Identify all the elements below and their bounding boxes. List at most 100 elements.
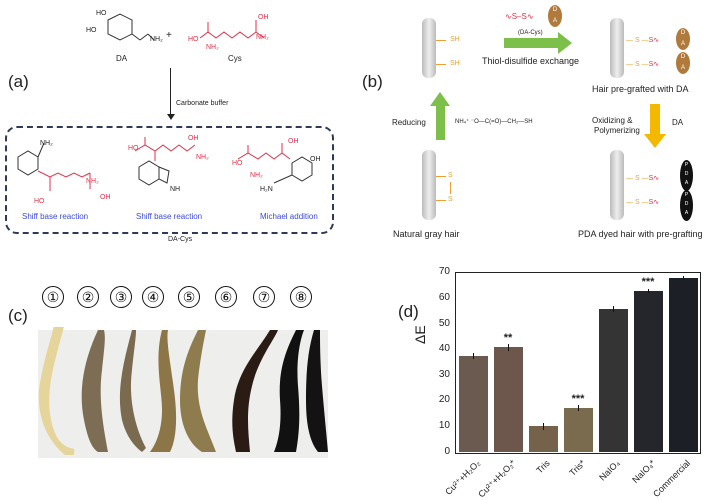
da-structure xyxy=(107,13,155,41)
da-cys-label: DA-Cys xyxy=(168,236,193,243)
bar-naio4 xyxy=(599,309,628,452)
sample-number-7: ⑦ xyxy=(253,286,275,308)
error-bar xyxy=(473,353,474,359)
oxidize-reagent: DA xyxy=(672,118,684,127)
significance-marker: ** xyxy=(503,332,513,344)
reagent-label: (DA-Cys) xyxy=(518,30,543,36)
p3-h2n: H₂N xyxy=(260,186,273,193)
products-box xyxy=(5,126,334,234)
sh-group-2: SH xyxy=(450,60,460,67)
dyed-chain-1: — S —S∿ xyxy=(626,175,660,182)
error-bar xyxy=(578,405,579,411)
p2-ho: HO xyxy=(128,145,139,152)
arrow-head xyxy=(430,92,450,106)
product-3-label: Michael addition xyxy=(260,212,318,221)
x-tick-label: Tris* xyxy=(567,458,588,478)
x-tick-label: NaIO₄ xyxy=(597,458,623,483)
dyed-chain-2: — S —S∿ xyxy=(626,199,660,206)
x-tick-label: Tris xyxy=(534,458,553,476)
condition-label: Carbonate buffer xyxy=(176,100,229,107)
p2-nh: NH xyxy=(170,186,181,193)
step-reducing-label: Reducing xyxy=(392,118,426,127)
sample-number-4: ④ xyxy=(142,286,164,308)
sample-number-6: ⑥ xyxy=(215,286,237,308)
p3-oh-red: OH xyxy=(288,138,299,145)
p1-nh2-red: NH₂ xyxy=(86,178,99,185)
step-oxidize-line1: Oxidizing & xyxy=(592,116,633,125)
error-bar xyxy=(508,344,509,351)
disulfide-bond xyxy=(450,182,451,194)
cys-oh: OH xyxy=(258,14,269,21)
reagent-chain: ∿S–S∿ xyxy=(505,12,534,21)
grafted-chain-2: — S —S∿ xyxy=(626,61,660,68)
reaction-arrow xyxy=(170,68,171,118)
y-tick: 20 xyxy=(438,394,450,405)
bar-cu-h2o2 xyxy=(459,356,488,452)
arrow-down-yellow xyxy=(650,104,660,134)
hair-shaft-dyed xyxy=(610,150,624,220)
da-oh-2: HO xyxy=(86,27,97,34)
s-group-1: S xyxy=(448,172,453,179)
y-tick: 60 xyxy=(438,292,450,303)
p1-nh2: NH₂ xyxy=(40,140,53,147)
error-bar xyxy=(683,276,684,280)
arrow-up-green xyxy=(436,104,445,140)
bond-line xyxy=(436,40,446,41)
panel-b-label: (b) xyxy=(362,72,383,91)
cys-structure xyxy=(199,20,265,39)
sample-number-1: ① xyxy=(42,286,64,308)
error-bar xyxy=(543,423,544,430)
plus-sign: + xyxy=(166,30,172,41)
hair-samples-photo xyxy=(38,327,328,458)
pregrafted-label: Hair pre-grafted with DA xyxy=(592,84,689,94)
p1-ho: HO xyxy=(34,198,45,205)
p3-ho: HO xyxy=(232,160,243,167)
sample-number-3: ③ xyxy=(110,286,132,308)
reducing-agent-formula: NH₄⁺ ⁻O—C(=O)—CH₂—SH xyxy=(455,119,533,125)
significance-marker: *** xyxy=(641,276,655,288)
bar-naio4-star xyxy=(634,291,663,452)
panel-c-label: (c) xyxy=(8,306,28,325)
error-bar xyxy=(613,306,614,312)
bar-tris-star xyxy=(564,408,593,452)
hair-shaft-reduced xyxy=(422,18,436,78)
x-tick-label: NaIO₄* xyxy=(630,458,658,486)
panel-a-label: (a) xyxy=(8,72,29,91)
y-tick: 0 xyxy=(444,446,450,457)
y-tick: 70 xyxy=(438,266,450,277)
sh-group-1: SH xyxy=(450,36,460,43)
product-1-structure xyxy=(17,142,91,191)
significance-marker: *** xyxy=(571,393,585,405)
bond-line xyxy=(436,200,446,201)
p2-nh2: NH₂ xyxy=(196,154,209,161)
da-oh-1: HO xyxy=(96,10,107,17)
dyed-hair-label: PDA dyed hair with pre-grafting xyxy=(578,229,703,239)
cys-ho: HO xyxy=(188,36,199,43)
cys-nh2-1: NH₂ xyxy=(206,44,219,51)
sample-number-2: ② xyxy=(77,286,99,308)
cys-nh2-2: NH₂ xyxy=(256,34,269,41)
arrow-right-green xyxy=(504,38,558,48)
arrow-head xyxy=(167,114,175,120)
cys-label: Cys xyxy=(228,54,242,63)
y-axis-label: ΔE xyxy=(412,325,428,344)
plot-area xyxy=(455,272,701,454)
product-3-structure xyxy=(237,143,313,184)
bar-commercial xyxy=(669,278,698,452)
bond-line xyxy=(436,64,446,65)
panel-d-label: (d) xyxy=(398,302,419,321)
product-2-label: Shiff base reaction xyxy=(136,212,203,221)
da-label: DA xyxy=(116,54,128,63)
bar-tris xyxy=(529,426,558,452)
y-tick: 50 xyxy=(438,318,450,329)
hair-strands xyxy=(38,327,328,455)
error-bar xyxy=(648,289,649,293)
sample-number-5: ⑤ xyxy=(178,286,200,308)
p1-oh: OH xyxy=(100,194,111,201)
product-2-structure xyxy=(134,137,196,186)
